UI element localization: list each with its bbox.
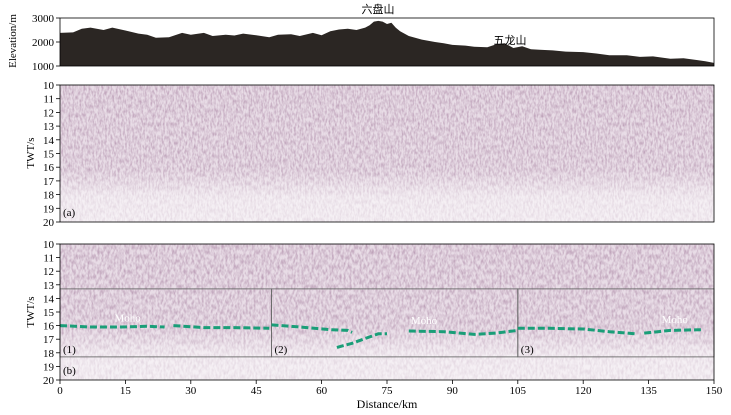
distance-tick-label: 90: [447, 385, 459, 397]
moho-line-segment: [408, 328, 518, 336]
distance-tick-label: 150: [706, 385, 723, 397]
twt-tick-label: 12: [43, 266, 54, 278]
panel-a-fade: [60, 85, 714, 222]
panel-b-y-label: TWT/s: [25, 296, 37, 327]
panel-a-y-label: TWT/s: [25, 137, 37, 168]
twt-tick-label: 11: [43, 253, 54, 265]
distance-tick-label: 105: [510, 385, 527, 397]
elevation-panel: 3000 2000 1000 Elevation/m 六盘山 五龙山: [7, 2, 715, 73]
twt-tick-label: 17: [43, 334, 55, 346]
twt-tick-label: 16: [43, 162, 55, 174]
elevation-y-tick-label: 2000: [32, 37, 55, 49]
twt-tick-label: 19: [43, 203, 55, 215]
twt-tick-label: 19: [43, 361, 55, 373]
distance-tick-label: 75: [382, 385, 394, 397]
twt-tick-label: 11: [43, 94, 54, 106]
elevation-y-tick-label: 1000: [32, 61, 55, 73]
panel-a-label: (a): [63, 207, 76, 219]
twt-tick-label: 18: [43, 348, 55, 360]
distance-tick-label: 135: [640, 385, 657, 397]
twt-tick-label: 15: [43, 149, 55, 161]
moho-line-segment: [644, 328, 701, 335]
twt-tick-label: 14: [43, 293, 55, 305]
zoom-box-label: (3): [521, 344, 534, 356]
zoom-box-label: (2): [274, 344, 287, 356]
peak-label-liupanshan: 六盘山: [362, 2, 395, 16]
moho-line-segment: [59, 324, 165, 329]
distance-tick-label: 0: [57, 385, 63, 397]
panel-b-label: (b): [63, 365, 76, 377]
twt-tick-label: 16: [43, 321, 55, 333]
twt-tick-label: 20: [43, 217, 55, 229]
twt-tick-label: 15: [43, 307, 55, 319]
twt-tick-label: 12: [43, 107, 54, 119]
twt-tick-label: 13: [43, 280, 55, 292]
distance-tick-label: 60: [316, 385, 328, 397]
panel-b-fade: [60, 244, 714, 380]
twt-tick-label: 13: [43, 121, 55, 133]
distance-tick-label: 15: [120, 385, 132, 397]
moho-labels: Moho Moho Moho: [114, 313, 688, 328]
distance-tick-label: 30: [185, 385, 197, 397]
x-axis-label: Distance/km: [357, 397, 418, 411]
moho-line-segment: [173, 324, 270, 330]
twt-tick-label: 20: [43, 375, 55, 387]
moho-label: Moho: [662, 314, 689, 326]
moho-line-segment: [517, 326, 636, 336]
elevation-y-label: Elevation/m: [7, 14, 19, 68]
peak-label-wulongshan: 五龙山: [494, 34, 527, 47]
elevation-y-ticks: 3000 2000 1000: [32, 13, 60, 73]
moho-label: Moho: [411, 315, 438, 327]
distance-tick-label: 45: [251, 385, 263, 397]
moho-line-segment: [336, 332, 387, 349]
distance-tick-label: 120: [575, 385, 592, 397]
panel-b-x-ticks: 0 15 30 45 60 75 90 105 120 135 150: [57, 380, 723, 397]
moho-label: Moho: [114, 313, 141, 325]
twt-tick-label: 10: [43, 80, 55, 92]
twt-tick-label: 18: [43, 190, 55, 202]
moho-lines: [59, 323, 701, 349]
twt-tick-label: 17: [43, 176, 55, 188]
twt-tick-label: 10: [43, 239, 55, 251]
zoom-box-label: (1): [63, 344, 76, 356]
elevation-y-tick-label: 3000: [32, 13, 55, 25]
elevation-profile: [60, 20, 714, 66]
twt-tick-label: 14: [43, 135, 55, 147]
seismic-panel-b: (1) (2) (3) Moho Moho Moho 10111213141516171…: [25, 239, 723, 411]
